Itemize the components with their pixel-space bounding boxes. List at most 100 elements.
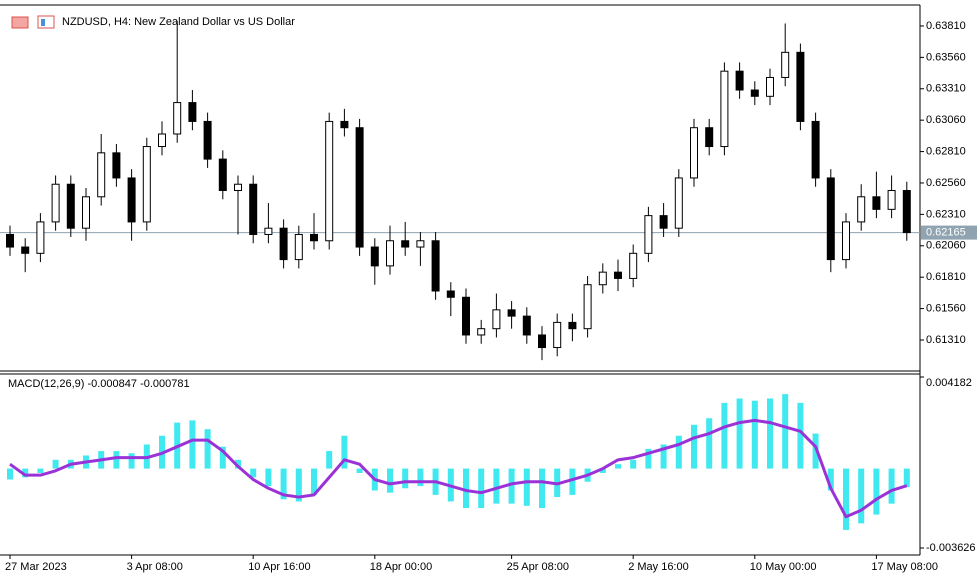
macd-bar [493, 468, 500, 504]
candle-body [674, 177, 683, 229]
macd-bar [873, 468, 880, 515]
candle-body [796, 51, 805, 122]
macd-bar [523, 468, 530, 506]
macd-bar [235, 459, 241, 469]
x-tick-label: 17 May 08:00 [871, 561, 938, 573]
candle-body [629, 252, 638, 279]
macd-bar [356, 468, 363, 473]
y-tick-label: 0.62310 [926, 208, 966, 220]
y-tick-label: 0.004182 [926, 377, 972, 389]
candle-body [887, 190, 896, 210]
x-tick-label: 10 May 00:00 [750, 561, 817, 573]
candle-body [218, 158, 227, 192]
macd-bar [888, 468, 895, 504]
candle-body [720, 70, 729, 148]
y-tick-label: 0.63560 [926, 51, 966, 63]
macd-bar [675, 435, 682, 469]
candle-body [112, 152, 121, 179]
macd-bar [767, 398, 773, 469]
icon [11, 16, 29, 29]
macd-bar [387, 468, 393, 493]
candle-body [583, 284, 592, 330]
macd-bar [402, 468, 409, 489]
macd-bar [280, 468, 287, 500]
candle-body [97, 152, 106, 198]
macd-bar [219, 446, 226, 469]
macd-bar [782, 394, 789, 469]
macd-bar [660, 444, 667, 469]
candle-body [750, 89, 759, 97]
x-tick-label: 10 Apr 16:00 [248, 561, 310, 573]
macd-bar [22, 468, 29, 478]
candle-body [401, 240, 410, 248]
macd-bar [463, 468, 469, 509]
macd-bar [599, 468, 606, 473]
candle-body [234, 183, 242, 192]
candle-body [842, 221, 850, 261]
candle-body [21, 246, 30, 254]
candle-body [188, 102, 197, 122]
candle-body [553, 321, 562, 349]
macd-bar [812, 433, 819, 469]
y-tick-label: 0.63310 [926, 83, 966, 95]
candle-body [66, 183, 75, 229]
y-tick-label: -0.003626 [926, 542, 976, 554]
y-tick-label: 0.63060 [926, 114, 966, 126]
candle-body [294, 233, 303, 261]
macd-bar [326, 451, 333, 469]
candle-body [598, 271, 607, 286]
candle-body [446, 290, 455, 298]
candle-body [568, 321, 577, 330]
candle-body [644, 215, 653, 254]
candle-body [735, 70, 744, 91]
signal-line [9, 418, 908, 519]
last-price-box [921, 225, 977, 240]
macd-bar [204, 429, 211, 469]
candle-body [538, 334, 546, 349]
x-tick-label: 25 Apr 08:00 [507, 561, 569, 573]
candle-body [325, 120, 334, 242]
macd-bar [827, 468, 834, 491]
candle-body [386, 240, 394, 267]
macd-bar [539, 468, 545, 509]
candle-body [416, 240, 425, 248]
candle-body [872, 196, 881, 210]
y-tick-label: 0.61810 [926, 271, 966, 283]
indicator-title: MACD(12,26,9) -0.000847 -0.000781 [8, 378, 190, 390]
y-tick-label: 0.62060 [926, 240, 966, 252]
candle-body [522, 315, 531, 336]
macd-bar [250, 468, 257, 478]
macd-bar [736, 398, 743, 469]
candle-body [614, 271, 622, 279]
candle-body [826, 177, 835, 261]
chart-title: NZDUSD, H4: New Zealand Dollar vs US Dol… [62, 16, 295, 28]
icon [41, 19, 45, 26]
macd-bar [341, 435, 348, 469]
candle-body [781, 51, 790, 78]
macd-bar [417, 468, 424, 487]
candle-body [811, 120, 820, 179]
candle-body [705, 127, 714, 148]
candle-body [127, 177, 136, 223]
macd-bar [615, 464, 621, 469]
candle-body [173, 102, 182, 135]
macd-bar [128, 453, 135, 469]
candle-body [431, 240, 440, 292]
x-tick-label: 27 Mar 2023 [5, 561, 67, 573]
candle-body [370, 246, 379, 267]
candle-body [279, 227, 288, 261]
macd-bar [858, 468, 865, 524]
macd-bar [52, 459, 59, 469]
candle-body [659, 215, 668, 229]
macd-bar [843, 468, 849, 530]
last-price-label: 0.62165 [926, 226, 966, 238]
y-tick-label: 0.63810 [926, 20, 966, 32]
y-tick-label: 0.61560 [926, 302, 966, 314]
candle-body [264, 227, 273, 235]
header-icons [11, 15, 55, 29]
macd-bar [797, 402, 804, 469]
macd-bar [265, 468, 272, 487]
macd-bar [508, 468, 515, 504]
